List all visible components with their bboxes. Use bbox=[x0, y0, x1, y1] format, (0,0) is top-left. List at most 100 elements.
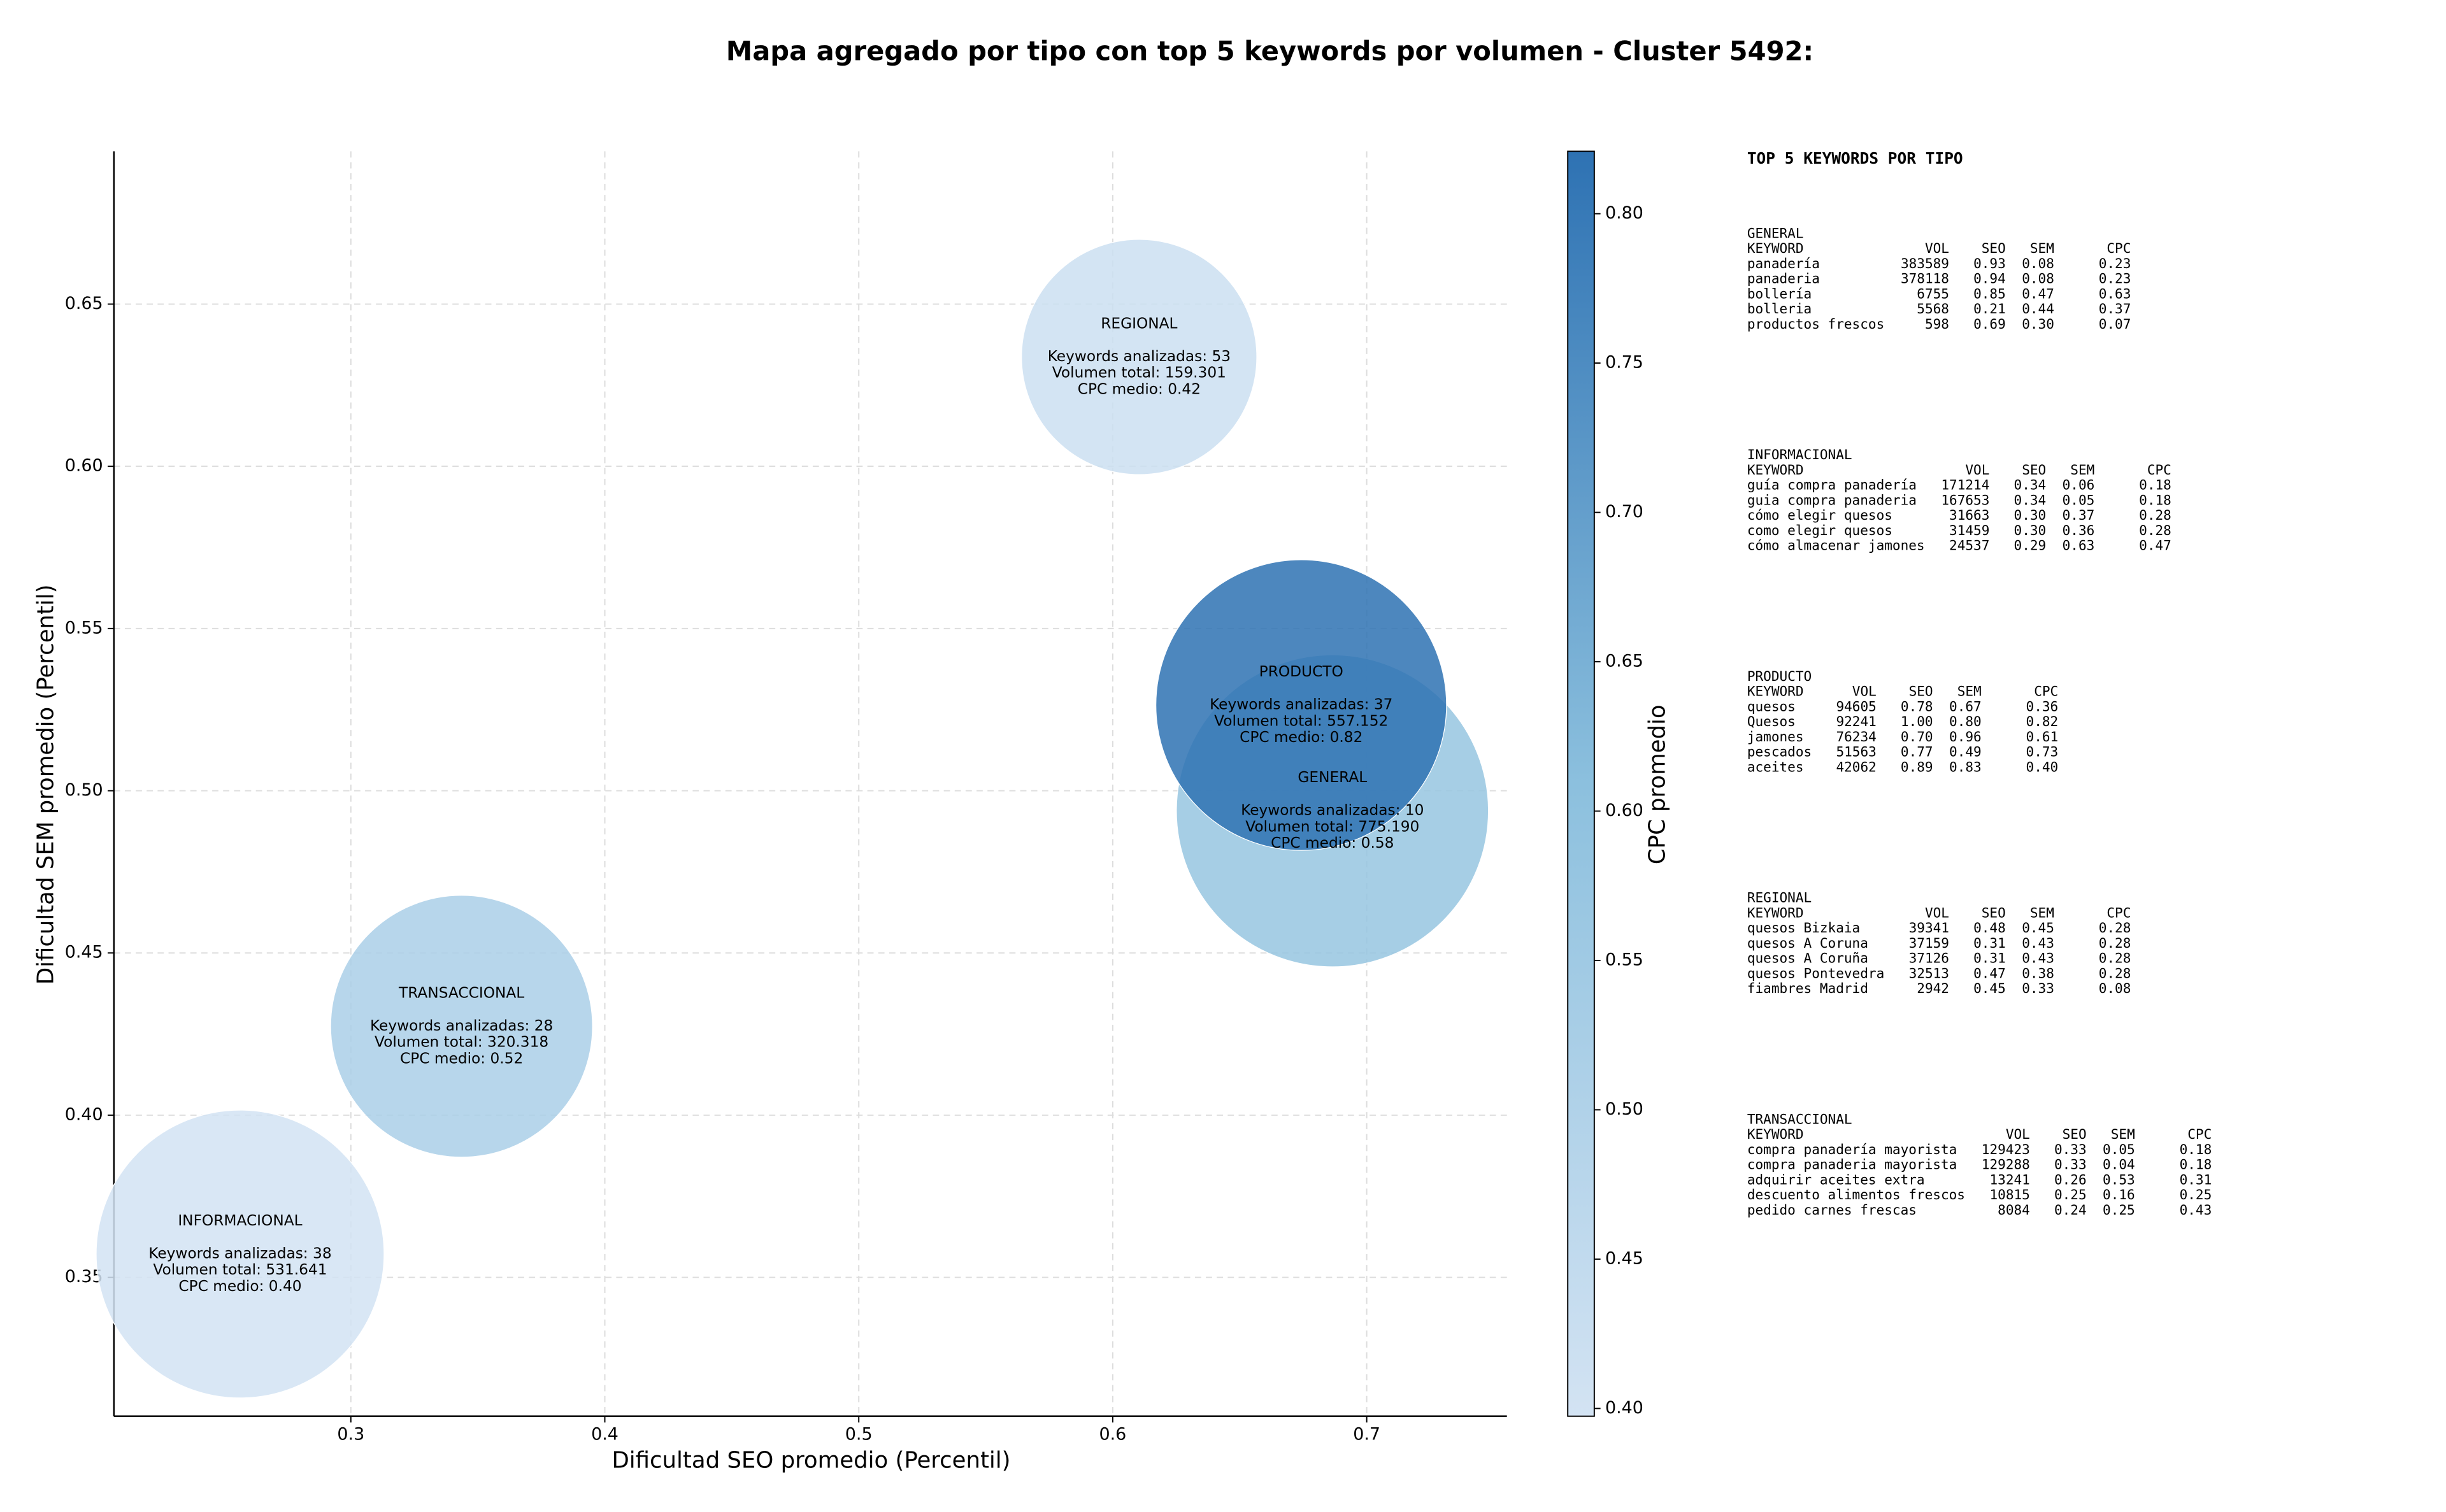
table-cell: 0.08 bbox=[2099, 980, 2131, 996]
table-cell: 0.94 bbox=[1973, 271, 2006, 287]
bubble-annotation: Volumen total: 531.641 bbox=[153, 1261, 327, 1278]
bubble-label: GENERAL bbox=[1298, 769, 1367, 786]
table-cell: aceites bbox=[1747, 759, 1804, 774]
table-cell: 92241 bbox=[1836, 713, 1876, 729]
bubble bbox=[1155, 559, 1447, 851]
table-cell: quesos bbox=[1747, 698, 1796, 714]
bubble-annotation: Volumen total: 557.152 bbox=[1214, 712, 1388, 729]
table-cell: 0.45 bbox=[2022, 920, 2054, 936]
table-cell: 0.05 bbox=[2063, 492, 2095, 508]
bubble bbox=[96, 1109, 385, 1399]
colorbar-tick-label: 0.40 bbox=[1605, 1398, 1643, 1418]
table-cell: 0.29 bbox=[2014, 538, 2047, 553]
table-cell: 0.73 bbox=[2026, 744, 2059, 760]
bubble bbox=[330, 895, 593, 1158]
colorbar bbox=[1567, 150, 1595, 1417]
table-cell: 0.24 bbox=[2054, 1202, 2087, 1218]
table-cell: 0.07 bbox=[2099, 316, 2131, 332]
colorbar-tick-label: 0.70 bbox=[1605, 502, 1643, 522]
table-cell: 0.31 bbox=[1973, 935, 2006, 951]
bubble-label: TRANSACCIONAL bbox=[398, 984, 524, 1001]
table-cell: Quesos bbox=[1747, 713, 1796, 729]
bubble-label: PRODUCTO bbox=[1259, 663, 1343, 680]
bubble-annotation: Keywords analizadas: 38 bbox=[148, 1245, 331, 1262]
table-cell: 0.40 bbox=[2026, 759, 2059, 774]
colorbar-tick-label: 0.55 bbox=[1605, 950, 1643, 969]
table-cell: 39341 bbox=[1909, 920, 1949, 936]
table-header: SEM bbox=[2070, 462, 2094, 478]
table-cell: 42062 bbox=[1836, 759, 1876, 774]
y-tick-label: 0.45 bbox=[65, 943, 103, 962]
table-cell: 383589 bbox=[1901, 255, 1949, 271]
x-tick-label: 0.5 bbox=[845, 1425, 873, 1444]
y-tick-label: 0.60 bbox=[65, 456, 103, 476]
table-cell: 0.63 bbox=[2063, 538, 2095, 553]
x-tick-label: 0.6 bbox=[1099, 1425, 1127, 1444]
table-cell: compra panadería mayorista bbox=[1747, 1141, 1957, 1157]
table-header: SEO bbox=[2022, 462, 2046, 478]
table-cell: 94605 bbox=[1836, 698, 1876, 714]
table-cell: 0.61 bbox=[2026, 729, 2059, 745]
table-cell: 0.31 bbox=[1973, 950, 2006, 966]
table-header: KEYWORD bbox=[1747, 462, 1804, 478]
table-header: SEM bbox=[2111, 1126, 2135, 1142]
table-cell: compra panaderia mayorista bbox=[1747, 1157, 1957, 1173]
bubble-label: REGIONAL bbox=[1101, 315, 1177, 332]
table-cell: 0.36 bbox=[2026, 698, 2059, 714]
table-cell: 0.34 bbox=[2014, 477, 2047, 493]
table-header: CPC bbox=[2106, 904, 2131, 920]
table-cell: 0.85 bbox=[1973, 285, 2006, 301]
table-cell: 0.53 bbox=[2103, 1171, 2135, 1187]
table-cell: 0.28 bbox=[2099, 935, 2131, 951]
table-header: SEO bbox=[1982, 904, 2006, 920]
table-cell: fiambres Madrid bbox=[1747, 980, 1868, 996]
bubble-label: INFORMACIONAL bbox=[178, 1212, 302, 1229]
table-header: VOL bbox=[1925, 240, 1949, 256]
table-header: SEM bbox=[2030, 240, 2054, 256]
table-cell: 129423 bbox=[1982, 1141, 2030, 1157]
table-cell: 0.18 bbox=[2180, 1141, 2212, 1157]
table-cell: quesos A Coruña bbox=[1747, 950, 1868, 966]
table-cell: 0.31 bbox=[2180, 1171, 2212, 1187]
table-cell: como elegir quesos bbox=[1747, 522, 1892, 538]
table-cell: 0.37 bbox=[2063, 507, 2095, 523]
table-cell: panadería bbox=[1747, 255, 1820, 271]
bubble-annotation: Volumen total: 159.301 bbox=[1052, 364, 1226, 382]
table-cell: 0.18 bbox=[2139, 477, 2171, 493]
table-cell: 0.96 bbox=[1949, 729, 1982, 745]
table-cell: 0.30 bbox=[2014, 522, 2047, 538]
colorbar-tick-label: 0.45 bbox=[1605, 1248, 1643, 1268]
table-cell: 0.23 bbox=[2099, 255, 2131, 271]
table-header: KEYWORD bbox=[1747, 683, 1804, 699]
table-cell: 0.30 bbox=[2014, 507, 2047, 523]
table-cell: 13241 bbox=[1989, 1171, 2029, 1187]
table-cell: 2942 bbox=[1917, 980, 1949, 996]
bubble-annotation: Keywords analizadas: 10 bbox=[1241, 802, 1424, 819]
table-cell: 0.33 bbox=[2022, 980, 2054, 996]
table-cell: 0.47 bbox=[1973, 965, 2006, 981]
table-header: SEO bbox=[1909, 683, 1933, 699]
bubble-annotation: Keywords analizadas: 28 bbox=[370, 1017, 553, 1034]
table-cell: 0.28 bbox=[2099, 950, 2131, 966]
table-cell: 0.25 bbox=[2054, 1187, 2087, 1202]
table-group-title: PRODUCTO bbox=[1747, 668, 1812, 684]
table-cell: cómo almacenar jamones bbox=[1747, 538, 1925, 553]
table-header: CPC bbox=[2187, 1126, 2212, 1142]
table-cell: 0.49 bbox=[1949, 744, 1982, 760]
table-cell: pedido carnes frescas bbox=[1747, 1202, 1917, 1218]
table-cell: 0.93 bbox=[1973, 255, 2006, 271]
colorbar-label: CPC promedio bbox=[1644, 704, 1670, 864]
table-cell: 51563 bbox=[1836, 744, 1876, 760]
chart-title: Mapa agregado por tipo con top 5 keyword… bbox=[726, 35, 1813, 66]
table-title: TOP 5 KEYWORDS POR TIPO bbox=[1747, 149, 1963, 168]
table-group-title: TRANSACCIONAL bbox=[1747, 1111, 1852, 1127]
table-cell: 76234 bbox=[1836, 729, 1876, 745]
table-cell: 167653 bbox=[1941, 492, 1989, 508]
table-cell: 0.25 bbox=[2180, 1187, 2212, 1202]
table-cell: descuento alimentos frescos bbox=[1747, 1187, 1965, 1202]
table-cell: 5568 bbox=[1917, 301, 1949, 317]
table-cell: 0.37 bbox=[2099, 301, 2131, 317]
table-cell: 0.28 bbox=[2099, 965, 2131, 981]
table-cell: 0.30 bbox=[2022, 316, 2054, 332]
table-header: VOL bbox=[2006, 1126, 2030, 1142]
